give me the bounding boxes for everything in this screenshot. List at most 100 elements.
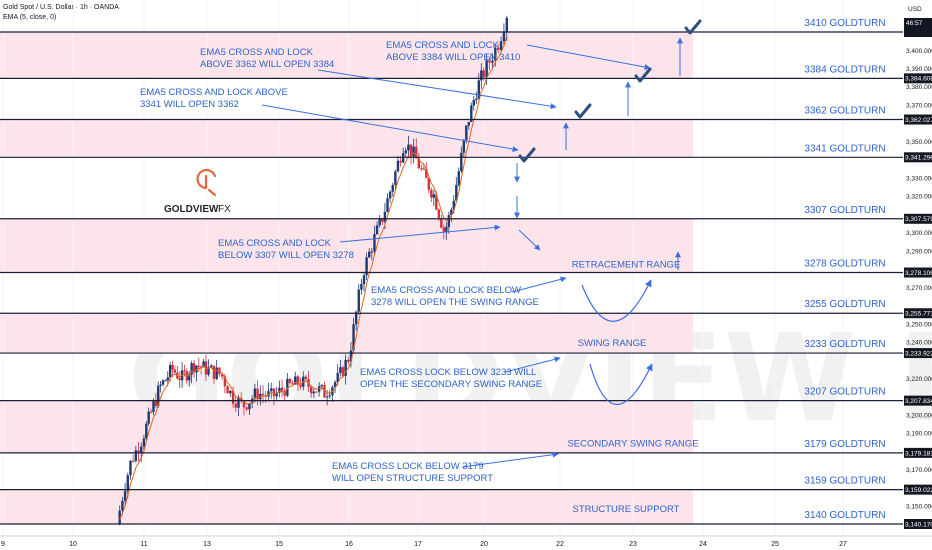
annotation-text: EMA5 CROSS AND LOCK [218,238,332,249]
price-pill [904,484,932,495]
candle-body [447,215,451,227]
x-tick-label: 13 [203,541,211,548]
annotation-text: EMA5 CROSS AND LOCK ABOVE [140,87,288,98]
candle-body [417,158,421,169]
candle-body [240,398,243,401]
candle-body [123,491,127,501]
x-tick-label: 23 [629,541,637,548]
annotation-text: EMA5 CROSS AND LOCK [386,40,500,51]
level-label: 3140 GOLDTURN [804,510,885,521]
secondary-swing-curve [589,363,653,406]
annotation-text: EMA5 CROSS LOCK BELOW 3233 WILL [360,367,536,378]
candle-body [288,378,292,384]
range-label: RETRACEMENT RANGE [572,260,681,271]
zone-band [0,400,693,453]
candle-body [349,350,353,362]
candle-body [412,146,415,157]
level-label: 3233 GOLDTURN [804,339,885,350]
candle-body [137,450,140,454]
candle-body [391,184,394,192]
annotation-text: 3341 WILL OPEN 3362 [140,99,239,110]
candle-body [442,227,446,232]
candle-body [482,70,486,78]
candle-body [212,365,216,379]
candle-body [352,324,355,351]
candle-body [197,365,200,367]
down-arrow [518,229,541,251]
candle-body [286,378,289,396]
candle-body [404,150,408,154]
range-label: STRUCTURE SUPPORT [573,504,680,515]
y-tick-label: 3,200.000 [906,412,932,419]
zone-band [0,218,693,273]
pointer-arrow [526,44,651,70]
indicator-title[interactable]: EMA (5, close, 0) [3,14,57,21]
ema-layer [119,36,508,520]
candle-body [118,510,121,525]
candle-body [362,275,366,285]
candle-body [460,152,463,172]
price-pill [904,308,932,319]
candle-body [270,388,273,392]
level-label: 3255 GOLDTURN [804,299,885,310]
candle-body [368,251,371,258]
pointer-arrow [461,451,559,468]
candle-body [475,98,478,101]
annotation-text: WILL OPEN STRUCTURE SUPPORT [332,473,493,484]
y-tick-label: 3,250.000 [906,321,932,328]
candle-body [360,284,363,290]
price-pill-label: 3,384.608 [905,76,932,83]
candle-body [440,217,443,228]
candle-body [149,411,153,413]
axis-layer: 3,410.0283,384.6083,362.0273,341.2963,30… [0,6,932,548]
annotation-text: BELOW 3307 WILL OPEN 3278 [218,250,354,261]
price-pill-label: 3,233.922 [905,350,932,357]
y-tick-label: 3,380.000 [906,84,932,91]
y-tick-label: 3,190.000 [906,431,932,438]
annotation-text: ABOVE 3362 WILL OPEN 3384 [200,59,334,70]
y-tick-label: 3,220.000 [906,376,932,383]
price-pill [904,447,932,458]
candle-body [430,189,433,198]
candle-body [171,365,174,370]
goldview-logo-icon [196,168,217,197]
candle-body [178,378,181,381]
candle-body [278,387,281,393]
candle-body [425,168,428,179]
candle-body [315,391,318,393]
candle-body [234,403,237,408]
candle-body [231,390,235,404]
candle-body [204,361,208,375]
swing-curve [581,279,652,322]
x-tick-label: 17 [414,541,422,548]
pointer-arrow [317,69,557,110]
candle-body [470,105,473,122]
price-pill-label: 3,307.579 [905,216,932,223]
candle-body [207,367,210,375]
y-tick-label: 3,320.000 [906,194,932,201]
candle-body [415,146,418,159]
candle-body [220,374,224,377]
check-icon [518,147,536,163]
zone-band [0,119,693,158]
candle-body [344,359,347,376]
candle-body [129,460,132,476]
candle-body [157,385,160,406]
candle-body [202,361,205,368]
level-label: 3341 GOLDTURN [804,143,885,154]
candle-body [159,384,162,386]
check-icon [634,67,652,83]
price-pill-label: 3,341.296 [905,155,932,162]
y-tick-label: 3,300.000 [906,230,932,237]
arrows-layer [261,19,702,468]
candle-body [370,251,374,253]
candle-body [229,390,232,394]
ema-line [119,36,508,520]
currency-label: USD [908,6,922,13]
candle-body [195,365,198,373]
range-label: SECONDARY SWING RANGE [567,438,698,449]
candle-body [485,60,488,78]
